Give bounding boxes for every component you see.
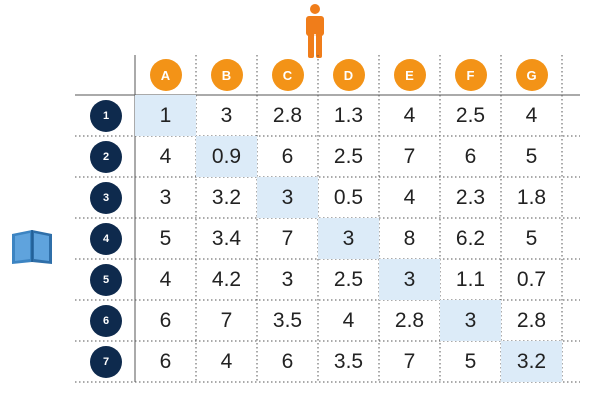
table-cell: 7 (220, 308, 233, 332)
column-header-d: D (332, 59, 365, 91)
table-cell: 5 (525, 226, 538, 250)
table-cell: 5 (159, 226, 172, 250)
table-cell: 6 (281, 144, 294, 168)
table-cell: 2.8 (394, 308, 425, 332)
table-cell: 4 (342, 308, 355, 332)
row-header-4: 4 (90, 222, 122, 255)
table-cell: 8 (403, 226, 416, 250)
table-cell: 2.5 (333, 144, 364, 168)
table-cell: 4 (159, 267, 172, 291)
table-cell: 7 (281, 226, 294, 250)
table-cell: 4 (525, 103, 538, 127)
column-header-a: A (149, 59, 182, 91)
table-cell: 3 (379, 259, 440, 300)
table-cell: 2.8 (272, 103, 303, 127)
row-header-2: 2 (90, 140, 122, 173)
row-header-5: 5 (90, 263, 122, 296)
person-icon (306, 4, 324, 58)
table-cell: 6 (464, 144, 477, 168)
table-cell: 4 (159, 144, 172, 168)
row-header-3: 3 (90, 181, 122, 214)
table-cell: 3 (318, 218, 379, 259)
table-cell: 4 (403, 185, 416, 209)
table-cell: 0.9 (196, 136, 257, 177)
table-cell: 3.5 (272, 308, 303, 332)
table-cell: 4 (220, 349, 233, 373)
table-cell: 6 (159, 349, 172, 373)
table-cell: 3.4 (211, 226, 242, 250)
table-cell: 4 (403, 103, 416, 127)
table-cell: 6 (159, 308, 172, 332)
table-cell: 3.2 (501, 341, 562, 382)
table-cell: 3 (159, 185, 172, 209)
table-cell: 7 (403, 349, 416, 373)
column-header-e: E (393, 59, 426, 91)
table-cell: 0.5 (333, 185, 364, 209)
table-cell: 2.5 (333, 267, 364, 291)
table-cell: 0.7 (516, 267, 547, 291)
row-header-6: 6 (90, 304, 122, 337)
column-header-c: C (271, 59, 304, 91)
table-cell: 2.5 (455, 103, 486, 127)
column-header-b: B (210, 59, 243, 91)
table-cell: 6.2 (455, 226, 486, 250)
table-cell: 3 (440, 300, 501, 341)
table-cell: 1 (135, 95, 196, 136)
table-cell: 6 (281, 349, 294, 373)
table-cell: 2.8 (516, 308, 547, 332)
table-cell: 3.2 (211, 185, 242, 209)
row-header-1: 1 (90, 99, 122, 132)
table-cell: 1.8 (516, 185, 547, 209)
row-header-7: 7 (90, 345, 122, 378)
table-cell: 3 (281, 267, 294, 291)
column-header-g: G (515, 59, 548, 91)
table-cell: 2.3 (455, 185, 486, 209)
table-cell: 5 (525, 144, 538, 168)
table-cell: 3.5 (333, 349, 364, 373)
table-cell: 7 (403, 144, 416, 168)
column-header-f: F (454, 59, 487, 91)
table-cell: 5 (464, 349, 477, 373)
table-cell: 1.1 (455, 267, 486, 291)
table-cell: 3 (220, 103, 233, 127)
table-cell: 1.3 (333, 103, 364, 127)
table-cell: 3 (257, 177, 318, 218)
book-icon (12, 230, 52, 264)
table-cell: 4.2 (211, 267, 242, 291)
